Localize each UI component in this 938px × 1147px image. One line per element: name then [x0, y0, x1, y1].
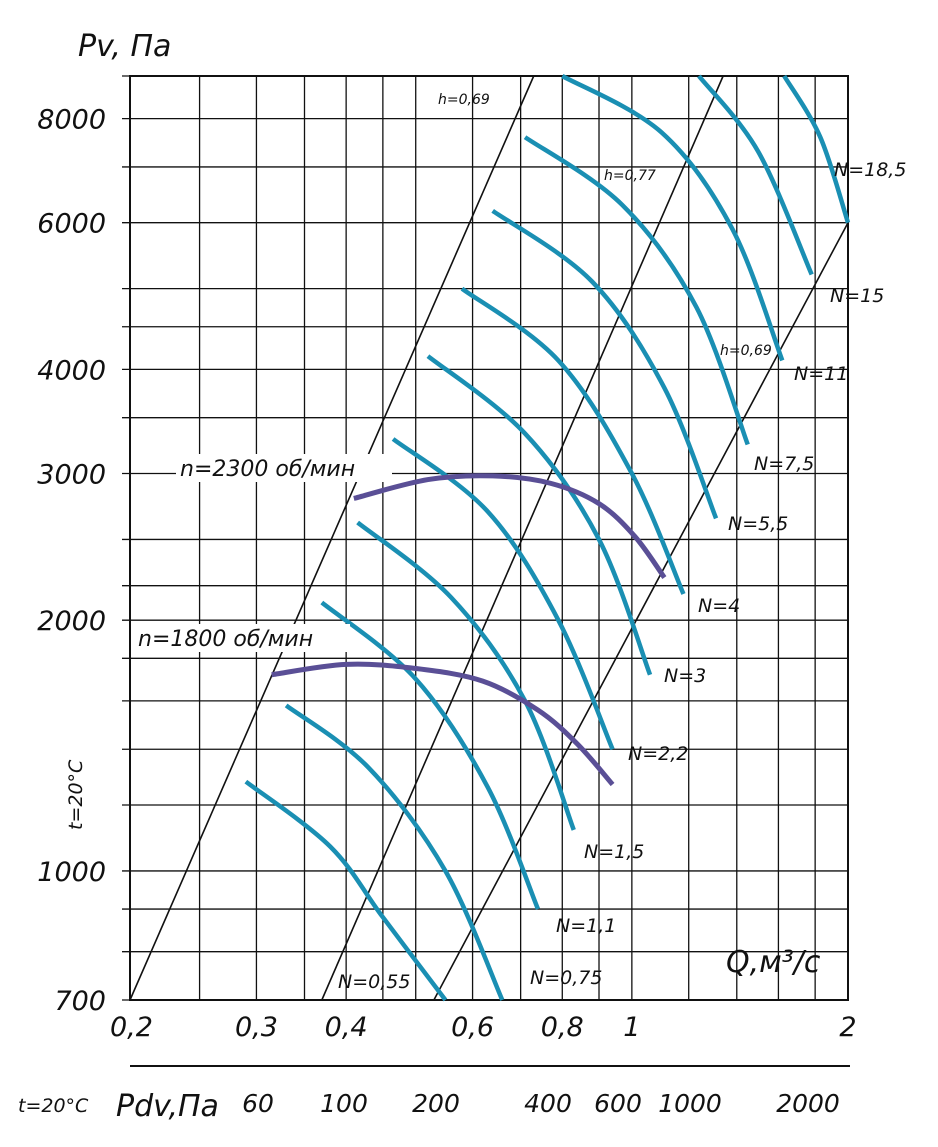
pdv-tick-label: 60 — [242, 1089, 274, 1118]
efficiency-label: h=0,69 — [438, 92, 490, 108]
pdv-tick-label: 1000 — [658, 1089, 722, 1118]
speed-curve-label: n=1800 об/мин — [138, 627, 313, 652]
speed-label-bg — [134, 624, 350, 652]
power-curve-label: N=4 — [698, 595, 740, 617]
speed-curve — [353, 473, 667, 580]
efficiency-label: h=0,69 — [720, 343, 772, 359]
x-tick-label: 0,2 — [110, 1012, 153, 1043]
y-tick-label: 4000 — [37, 355, 106, 386]
power-curve-label: N=0,75 — [530, 967, 602, 989]
power-curve — [561, 74, 785, 362]
speed-label-bg — [176, 454, 392, 482]
power-curve-label: N=11 — [794, 363, 848, 385]
power-curve — [284, 703, 505, 1001]
y-tick-label: 1000 — [37, 857, 106, 888]
pdv-axis-title: Pdv,Па — [116, 1089, 219, 1124]
axis-ticks: 700 1000 2000 3000 4000 6000 8000 0,2 0,3 0,4 0,6 0… — [37, 105, 856, 1118]
speed-curve — [271, 661, 615, 787]
power-curve — [782, 74, 851, 224]
power-curve-label: N=1,1 — [556, 915, 616, 937]
efficiency-lines — [129, 75, 849, 1001]
power-curves — [244, 74, 851, 1002]
power-curve — [356, 520, 576, 831]
pdv-tick-label: 400 — [524, 1089, 572, 1118]
efficiency-line — [129, 75, 535, 1001]
efficiency-line — [321, 75, 724, 1001]
x-axis-title: Q,м³/с — [726, 945, 821, 980]
pdv-temperature-label: t=20°C — [18, 1095, 89, 1117]
pdv-tick-label: 2000 — [776, 1089, 840, 1118]
pdv-tick-label: 200 — [412, 1089, 460, 1118]
efficiency-label: h=0,77 — [604, 168, 656, 184]
y-tick-label: 3000 — [37, 459, 106, 490]
chart-labels: h=0,69 h=0,77 h=0,69 N=0,55 N=0,75 N=1,1 N=1,5… — [134, 92, 906, 993]
efficiency-line — [433, 222, 849, 1001]
y-axis-title: Pv, Па — [78, 29, 171, 64]
speed-curve-label: n=2300 об/мин — [180, 457, 355, 482]
power-curve — [523, 135, 750, 446]
x-tick-label: 0,8 — [541, 1012, 584, 1043]
power-curve-label: N=2,2 — [628, 743, 688, 765]
power-curve-label: N=18,5 — [834, 159, 906, 181]
x-tick-label: 2 — [839, 1012, 856, 1043]
power-curve-label: N=7,5 — [754, 453, 814, 475]
power-curve-label: N=0,55 — [338, 971, 410, 993]
power-curve — [697, 74, 814, 276]
power-curve — [320, 600, 541, 910]
x-tick-label: 1 — [623, 1012, 640, 1043]
power-curve-label: N=15 — [830, 285, 884, 307]
temperature-label: t=20°C — [65, 759, 87, 830]
x-tick-label: 0,4 — [325, 1012, 368, 1043]
grid — [122, 75, 850, 1067]
power-curve — [491, 209, 719, 520]
y-tick-label: 2000 — [37, 606, 106, 637]
pdv-tick-label: 100 — [320, 1089, 368, 1118]
y-tick-label: 8000 — [37, 105, 106, 136]
x-tick-label: 0,6 — [451, 1012, 494, 1043]
pdv-tick-label: 600 — [594, 1089, 642, 1118]
y-tick-label: 700 — [54, 986, 106, 1017]
power-curve — [460, 286, 686, 595]
power-curve-label: N=3 — [664, 665, 706, 687]
speed-curves — [271, 473, 667, 787]
power-curve — [244, 779, 448, 1002]
y-tick-label: 6000 — [37, 209, 106, 240]
x-tick-label: 0,3 — [235, 1012, 278, 1043]
plot-frame — [129, 75, 849, 1001]
power-curve-label: N=5,5 — [728, 513, 788, 535]
power-curve-label: N=1,5 — [584, 841, 644, 863]
power-curve — [391, 437, 615, 751]
